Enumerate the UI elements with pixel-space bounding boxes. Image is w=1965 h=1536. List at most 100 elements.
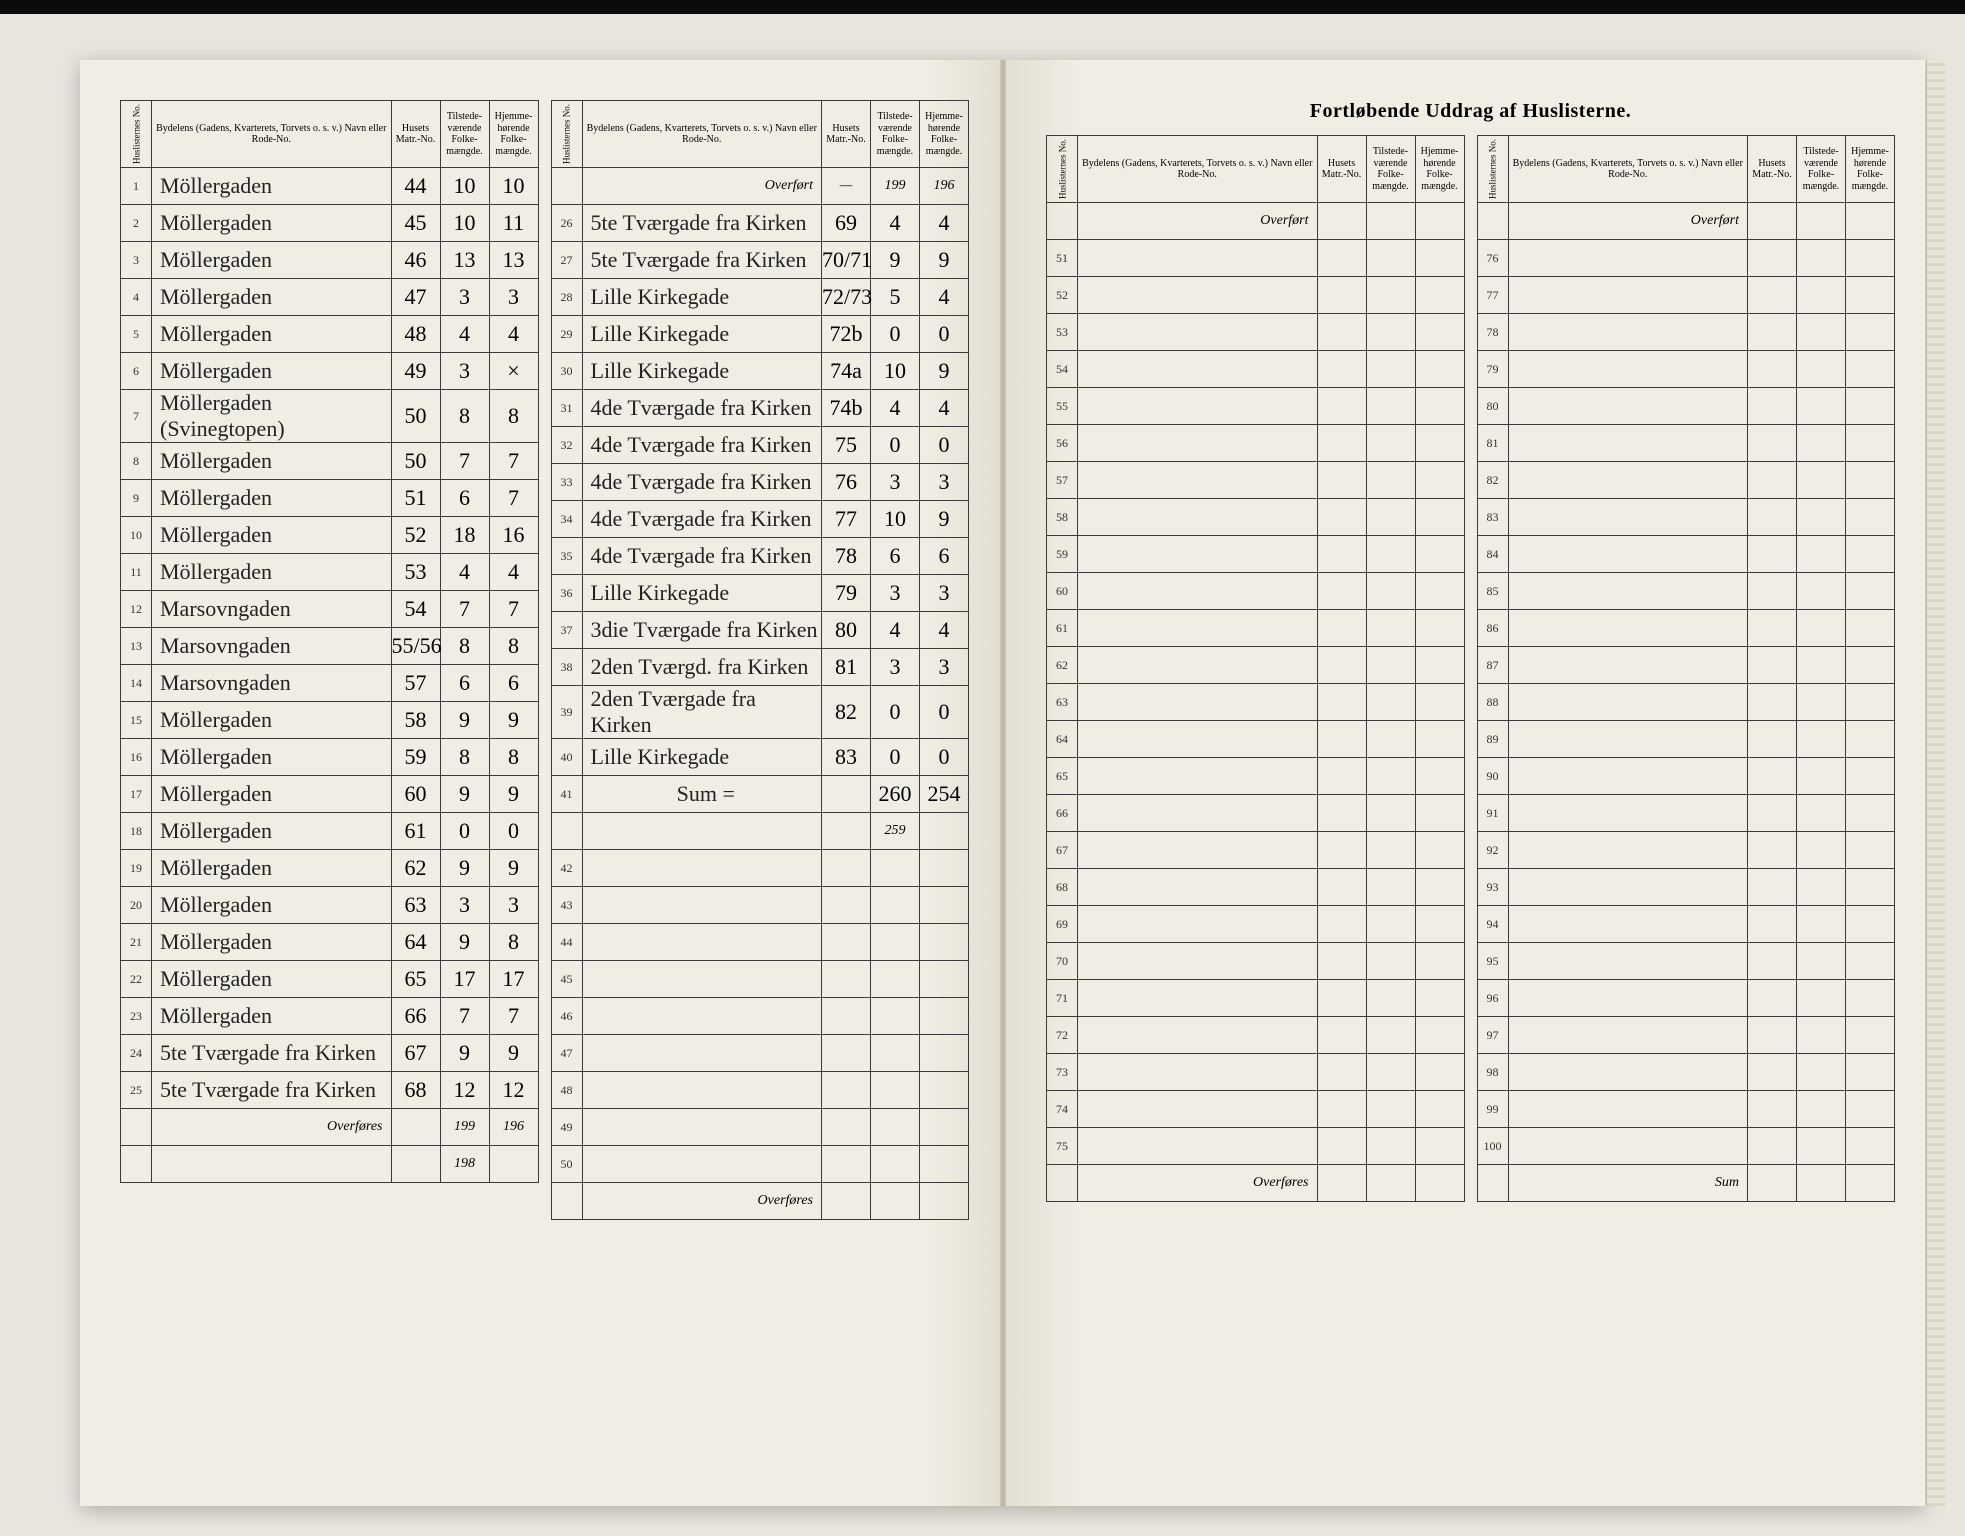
- cell-name: [582, 1072, 822, 1109]
- table-row: 3Möllergaden461313: [121, 242, 539, 279]
- table-row: 42: [551, 850, 969, 887]
- cell-matr: [1317, 351, 1366, 388]
- cell-present: [1366, 980, 1415, 1017]
- scan-surface: Huslisternes No. Bydelens (Gadens, Kvart…: [0, 0, 1965, 1536]
- cell-blank: [489, 1146, 538, 1183]
- cell-belong: 3: [920, 649, 969, 686]
- cell-idx: 12: [121, 591, 152, 628]
- cell-idx: [1047, 1165, 1078, 1202]
- cell-name: [1078, 832, 1318, 869]
- col-present: Tilstede-værende Folke-mængde.: [871, 101, 920, 168]
- carry-note-row: 198: [121, 1146, 539, 1183]
- col-matr: Husets Matr.-No.: [1317, 136, 1366, 203]
- cell-name: 4de Tværgade fra Kirken: [582, 464, 822, 501]
- cell-belong: [1846, 832, 1895, 869]
- cell-idx: 3: [121, 242, 152, 279]
- cell-present: 8: [440, 739, 489, 776]
- cell-belong: 4: [920, 279, 969, 316]
- cell-matr: [1748, 1054, 1797, 1091]
- cell-matr: [822, 1146, 871, 1183]
- cell-idx: 30: [551, 353, 582, 390]
- cell-belong: [1415, 351, 1464, 388]
- cell-name: [1508, 1091, 1748, 1128]
- cell-present: [871, 1146, 920, 1183]
- table-row: 6Möllergaden493×: [121, 353, 539, 390]
- cell-idx: 41: [551, 776, 582, 813]
- cell-matr: [1317, 388, 1366, 425]
- cell-matr: [1317, 277, 1366, 314]
- cell-matr: 67: [391, 1035, 440, 1072]
- cell-belong: [1846, 721, 1895, 758]
- col-belong: Hjemme-hørende Folke-mængde.: [920, 101, 969, 168]
- table-row: 91: [1477, 795, 1895, 832]
- cell-idx: 70: [1047, 943, 1078, 980]
- cell-present: [1797, 980, 1846, 1017]
- cell-name: Marsovngaden: [152, 665, 392, 702]
- page-edge-stack: [1926, 60, 1945, 1506]
- cell-matr: 66: [391, 998, 440, 1035]
- cell-belong: 4: [489, 316, 538, 353]
- cell-matr: [822, 961, 871, 998]
- cell-idx: 34: [551, 501, 582, 538]
- cell-name: [1508, 1128, 1748, 1165]
- cell-name: 5te Tværgade fra Kirken: [582, 242, 822, 279]
- cell-belong: [1846, 610, 1895, 647]
- table-row: 69: [1047, 906, 1465, 943]
- table-row: 36Lille Kirkegade7933: [551, 575, 969, 612]
- cell-present: 4: [440, 554, 489, 591]
- cell-name: 4de Tværgade fra Kirken: [582, 501, 822, 538]
- cell-belong: 4: [920, 390, 969, 427]
- table-row: 13Marsovngaden55/5688: [121, 628, 539, 665]
- cell-belong: [1846, 388, 1895, 425]
- table-row: 88: [1477, 684, 1895, 721]
- cell-present: [1797, 943, 1846, 980]
- cell-matr: [1317, 499, 1366, 536]
- table-row: 62: [1047, 647, 1465, 684]
- cell-matr: [1748, 314, 1797, 351]
- cell-matr: [1748, 832, 1797, 869]
- cell-belong: [1415, 684, 1464, 721]
- ledger-book: Huslisternes No. Bydelens (Gadens, Kvart…: [80, 60, 1925, 1506]
- table-row: 93: [1477, 869, 1895, 906]
- cell-matr: [822, 1072, 871, 1109]
- cell-name: [1508, 388, 1748, 425]
- cell-present: [1797, 388, 1846, 425]
- cell-belong: [1846, 277, 1895, 314]
- cell-idx: 35: [551, 538, 582, 575]
- carry-in-label: Overført: [582, 168, 822, 205]
- cell-name: Möllergaden: [152, 242, 392, 279]
- cell-idx: 89: [1477, 721, 1508, 758]
- table-row: 22Möllergaden651717: [121, 961, 539, 998]
- cell-present: 10: [440, 168, 489, 205]
- cell-matr: [1748, 869, 1797, 906]
- cell-belong: [1415, 795, 1464, 832]
- cell-blank: [822, 776, 871, 813]
- table-row: 275te Tværgade fra Kirken70/7199: [551, 242, 969, 279]
- cell-blank: [1748, 203, 1797, 240]
- cell-name: [1078, 1128, 1318, 1165]
- col-matr: Husets Matr.-No.: [1748, 136, 1797, 203]
- cell-present: [1797, 906, 1846, 943]
- cell-name: [1078, 1017, 1318, 1054]
- cell-matr: [822, 1109, 871, 1146]
- cell-matr: 80: [822, 612, 871, 649]
- cell-name: [1508, 1054, 1748, 1091]
- cell-blank: [1415, 1165, 1464, 1202]
- cell-idx: 100: [1477, 1128, 1508, 1165]
- cell-matr: 45: [391, 205, 440, 242]
- cell-present: [1797, 684, 1846, 721]
- table-row: 354de Tværgade fra Kirken7866: [551, 538, 969, 575]
- cell-belong: [1415, 721, 1464, 758]
- cell-present: 17: [440, 961, 489, 998]
- cell-matr: [1317, 462, 1366, 499]
- cell-matr: [1748, 462, 1797, 499]
- cell-matr: [822, 850, 871, 887]
- cell-belong: [920, 961, 969, 998]
- cell-matr: 44: [391, 168, 440, 205]
- col-idx: Huslisternes No.: [121, 101, 152, 168]
- cell-belong: [1846, 1054, 1895, 1091]
- cell-matr: 61: [391, 813, 440, 850]
- cell-idx: 48: [551, 1072, 582, 1109]
- cell-belong: [1846, 1017, 1895, 1054]
- cell-present: [1797, 610, 1846, 647]
